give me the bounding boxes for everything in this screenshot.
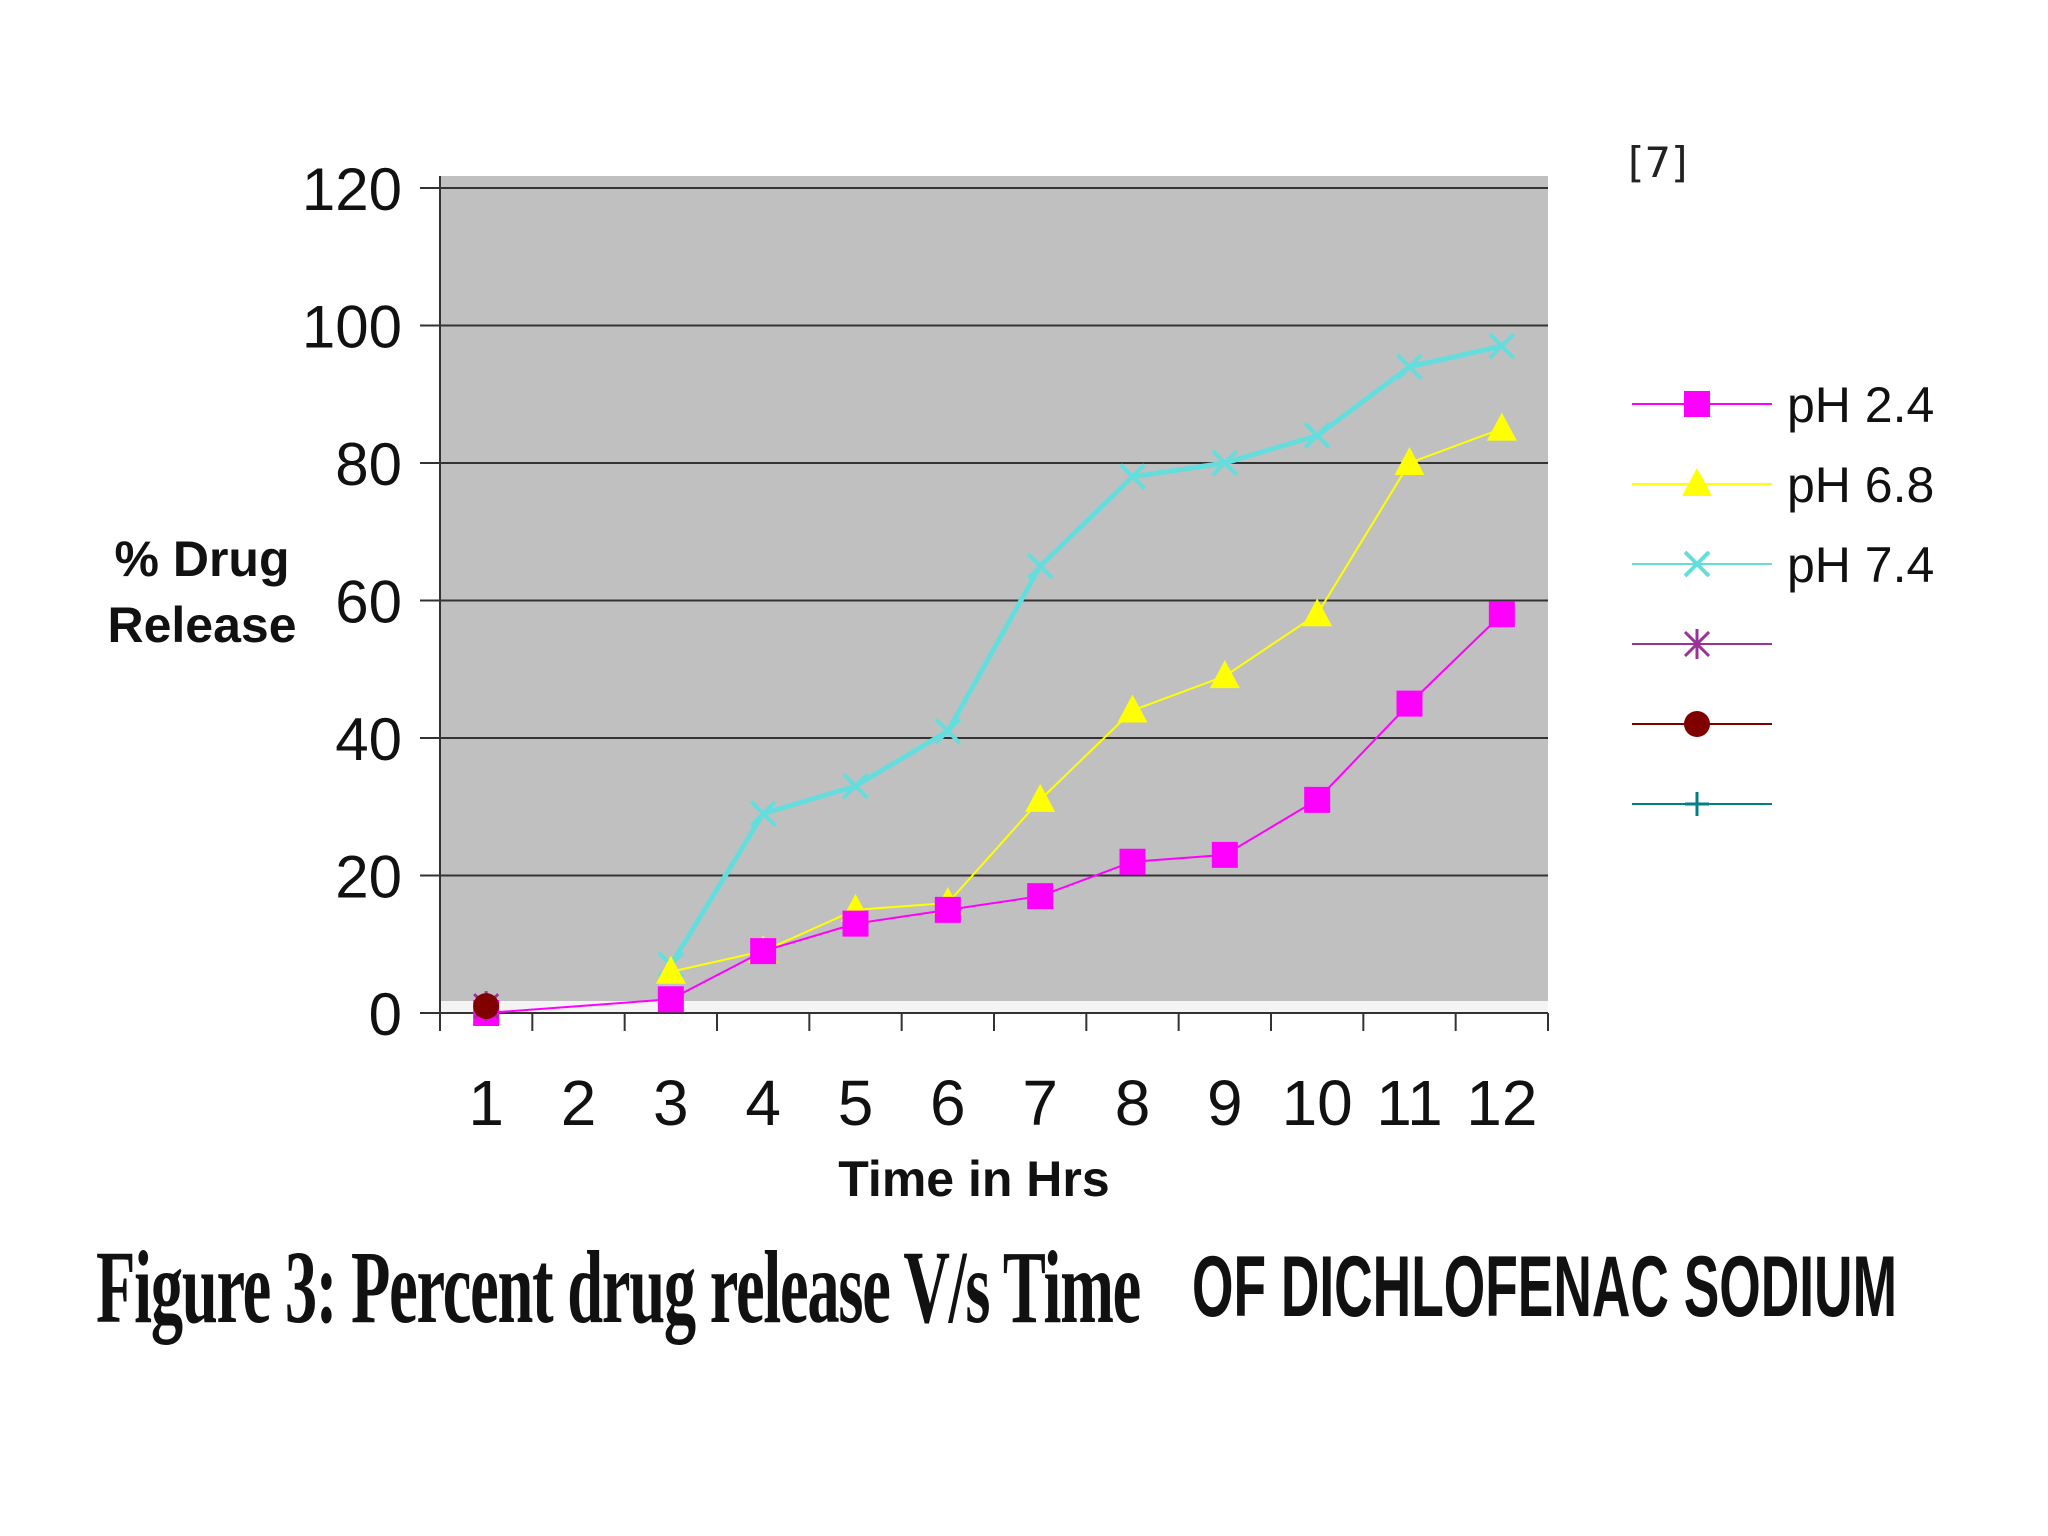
data-point — [1211, 841, 1238, 868]
data-point — [655, 955, 686, 984]
x-tick-label: 6 — [930, 1067, 966, 1139]
data-point — [934, 896, 961, 923]
legend-marker — [1682, 468, 1712, 496]
legend-marker — [1684, 391, 1710, 417]
data-point — [1119, 463, 1146, 491]
figure-caption: Figure 3: Percent drug release V/s Time … — [96, 1228, 1897, 1347]
legend-marker — [1685, 792, 1709, 816]
y-tick-label: 0 — [369, 981, 402, 1048]
reference-marker: [7] — [1628, 138, 1688, 187]
plot-area — [440, 176, 1548, 1001]
data-point — [1486, 412, 1517, 441]
data-point — [473, 993, 500, 1020]
data-point — [1304, 786, 1331, 813]
legend-label: pH 6.8 — [1787, 457, 1934, 513]
y-tick-label: 100 — [302, 294, 402, 361]
data-point — [1396, 690, 1423, 717]
y-tick-label: 80 — [335, 431, 402, 498]
y-tick-label: 40 — [335, 706, 402, 773]
data-point — [1488, 601, 1515, 628]
legend-marker — [1683, 550, 1711, 578]
data-point — [1209, 660, 1240, 689]
y-axis-title: Release — [107, 597, 296, 653]
data-point — [1394, 447, 1425, 475]
data-point — [657, 986, 684, 1013]
data-point — [1211, 449, 1239, 477]
data-point — [842, 910, 869, 937]
x-tick-label: 11 — [1376, 1067, 1442, 1139]
caption-main: Figure 3: Percent drug release V/s Time — [96, 1230, 1141, 1345]
data-point — [749, 800, 777, 828]
y-tick-label: 20 — [335, 844, 402, 911]
data-point — [750, 938, 777, 965]
data-point — [1488, 332, 1516, 360]
data-point — [842, 772, 869, 800]
legend-marker — [1683, 629, 1711, 659]
data-point — [934, 717, 962, 745]
series-line — [670, 427, 1503, 973]
y-tick-label: 120 — [302, 156, 402, 223]
x-axis-title: Time in Hrs — [838, 1151, 1109, 1207]
plot-floor — [440, 1001, 1548, 1013]
x-tick-label: 10 — [1282, 1067, 1353, 1139]
x-tick-label: 1 — [468, 1067, 504, 1139]
data-point — [1117, 694, 1148, 723]
data-point — [1026, 552, 1054, 580]
data-point — [1027, 883, 1054, 910]
x-tick-label: 5 — [838, 1067, 874, 1139]
caption-subtitle: OF DICHLOFENAC SODIUM — [1192, 1239, 1897, 1335]
x-tick-label: 3 — [653, 1067, 689, 1139]
data-point — [1119, 848, 1146, 875]
data-point — [1025, 783, 1056, 812]
data-point — [1303, 422, 1331, 449]
x-tick-label: 2 — [561, 1067, 597, 1139]
legend-label: pH 7.4 — [1787, 537, 1934, 593]
x-tick-label: 7 — [1022, 1067, 1058, 1139]
series-line — [668, 343, 1503, 967]
x-tick-label: 8 — [1115, 1067, 1151, 1139]
data-point — [1302, 598, 1333, 627]
x-tick-label: 4 — [745, 1067, 781, 1139]
y-axis-title: % Drug — [115, 531, 290, 587]
x-tick-label: 9 — [1207, 1067, 1243, 1139]
legend-label: pH 2.4 — [1787, 377, 1934, 433]
y-tick-label: 60 — [335, 569, 402, 636]
x-tick-label: 12 — [1466, 1067, 1537, 1139]
legend-marker — [1684, 711, 1710, 737]
data-point — [1396, 353, 1423, 381]
